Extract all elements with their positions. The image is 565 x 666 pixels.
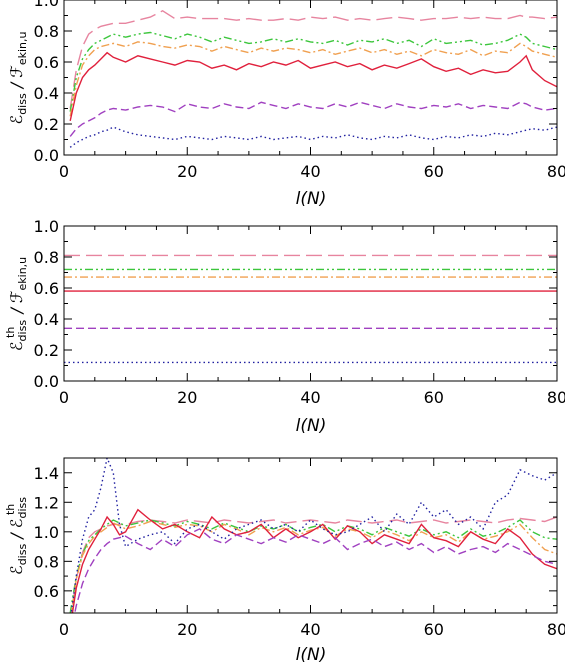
y-axis-label-top: ℰdiss / ℱekin,u [7,32,29,125]
series-line-top-2 [69,31,557,112]
plot-area-top [69,9,557,148]
y-axis-label-top-sub: diss [16,93,29,115]
y-tick-label-middle: 0.2 [34,341,59,360]
ticks-middle [63,225,558,382]
panel-bottom: 0.6 0.8 1.0 1.2 1.4 0 20 40 60 80 l(N) ℰdiss / ℰ… [4,457,565,665]
y-tick-label-middle: 1.0 [34,217,59,236]
y-tick-label-top: 0.6 [34,53,59,72]
y-tick-labels-middle: 0.0 0.2 0.4 0.6 0.8 1.0 [34,217,59,391]
ticks-bottom [63,457,558,613]
panel-middle: 0.0 0.2 0.4 0.6 0.8 1.0 0 20 40 60 80 l(N) ℰdisst… [4,217,565,436]
x-tick-labels-bottom: 0 20 40 60 80 [59,620,565,639]
x-tick-label-bottom: 40 [300,620,320,639]
series-line-top-6 [69,126,557,148]
y-tick-label-bottom: 0.6 [34,582,59,601]
y-tick-label-middle: 0.8 [34,248,59,267]
y-axis-label-middle-sup: th [4,327,17,338]
y-axis-label-top-sep: / [7,78,26,94]
x-axis-label-top: l(N) [296,189,327,209]
series-line-top-1 [69,9,557,109]
x-tick-label-middle: 60 [424,388,444,407]
y-axis-label-middle-sep: / [7,303,26,319]
y-axis-label-bottom: ℰdiss / ℰdissth [4,497,29,575]
axis-frame-middle [63,225,558,382]
y-axis-label-top-sub2: ekin,u [16,32,29,66]
y-axis-label-bottom-sub: diss [16,544,29,566]
x-tick-label-middle: 0 [59,388,69,407]
y-tick-label-bottom: 0.8 [34,552,59,571]
y-tick-label-top: 0.2 [34,115,59,134]
x-tick-label-bottom: 20 [177,620,197,639]
x-tick-label-top: 60 [424,162,444,181]
x-tick-labels-top: 0 20 40 60 80 [59,162,565,181]
x-axis-label-middle-text: l(N) [296,416,327,436]
x-axis-label-top-text: l(N) [296,189,327,209]
plot-area-bottom [69,458,557,613]
x-tick-label-top: 40 [300,162,320,181]
y-axis-label-middle-main: ℰ [7,341,26,351]
y-axis-label-bottom-sup2: th [4,504,17,515]
x-tick-label-bottom: 60 [424,620,444,639]
y-tick-label-middle: 0.0 [34,372,59,391]
x-tick-label-top: 80 [547,162,565,181]
series-line-bottom-2 [69,519,557,613]
x-tick-label-middle: 20 [177,388,197,407]
x-axis-label-middle: l(N) [296,416,327,436]
x-axis-label-bottom: l(N) [296,645,327,665]
x-tick-label-bottom: 0 [59,620,69,639]
y-axis-label-middle-sub: diss [16,320,29,342]
axis-frame-top [63,0,558,156]
y-axis-label-bottom-sub2: diss [16,497,29,519]
series-line-bottom-3 [70,520,557,613]
y-axis-label-middle-sub2: ekin,u [16,257,29,291]
y-tick-label-bottom: 1.2 [34,493,59,512]
x-tick-label-top: 20 [177,162,197,181]
plot-area-middle [64,254,557,364]
y-axis-label-top-main2: ℱ [7,65,26,78]
y-axis-label-middle: ℰdissth / ℱekin,u [4,257,29,351]
x-tick-labels-middle: 0 20 40 60 80 [59,388,565,407]
y-tick-label-top: 0.0 [34,146,59,165]
series-line-bottom-1 [70,516,557,613]
x-tick-label-top: 0 [59,162,69,181]
y-tick-label-middle: 0.6 [34,279,59,298]
series-line-bottom-5 [74,528,557,613]
ticks-top [63,0,558,156]
y-tick-label-top: 1.0 [34,0,59,10]
series-line-bottom-4 [71,508,557,613]
y-axis-label-top-main: ℰ [7,114,26,124]
y-tick-labels-top: 0.0 0.2 0.4 0.6 0.8 1.0 [34,0,59,165]
y-tick-label-top: 0.8 [34,22,59,41]
y-axis-label-middle-main2: ℱ [7,290,26,303]
series-line-bottom-6 [70,458,557,613]
x-tick-label-middle: 80 [547,388,565,407]
y-tick-label-bottom: 1.0 [34,523,59,542]
y-tick-labels-bottom: 0.6 0.8 1.0 1.2 1.4 [34,464,59,601]
y-axis-label-bottom-main2: ℰ [7,518,26,528]
x-tick-label-middle: 40 [300,388,320,407]
y-axis-label-bottom-sep: / [7,528,26,544]
x-axis-label-bottom-text: l(N) [296,645,327,665]
y-axis-label-bottom-main: ℰ [7,565,26,575]
y-tick-label-top: 0.4 [34,84,59,103]
series-line-top-3 [69,41,557,117]
x-tick-label-bottom: 80 [547,620,565,639]
series-line-top-4 [69,51,557,122]
y-tick-label-bottom: 1.4 [34,464,59,483]
y-tick-label-middle: 0.4 [34,310,59,329]
series-line-top-5 [69,101,557,137]
panel-top: 0.0 0.2 0.4 0.6 0.8 1.0 0 20 40 60 80 l(N) ℰdiss … [7,0,565,209]
